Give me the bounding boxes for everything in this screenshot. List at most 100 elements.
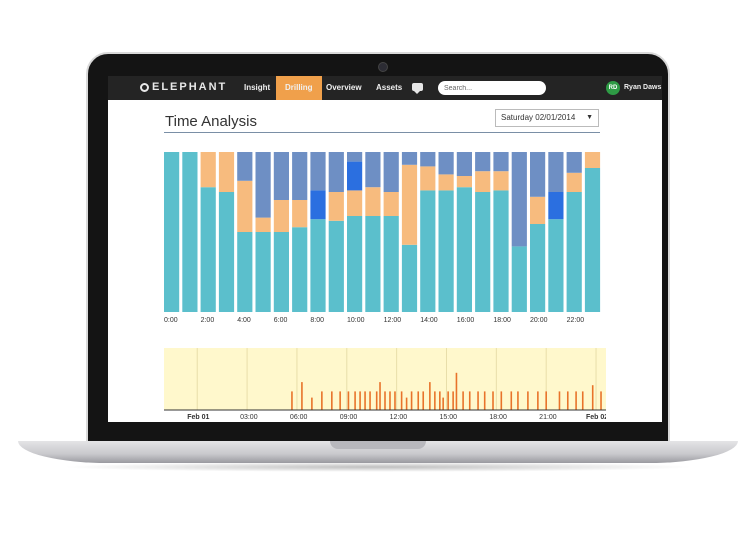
- bar-segment-7:00-s1[interactable]: [292, 200, 308, 228]
- timeline-spike[interactable]: [359, 391, 361, 410]
- timeline-spike[interactable]: [434, 391, 436, 410]
- bar-segment-12:00-s0[interactable]: [383, 216, 399, 312]
- timeline-spike[interactable]: [331, 391, 333, 410]
- bar-segment-10:00-s1[interactable]: [347, 190, 363, 216]
- bar-segment-14:00-s3[interactable]: [420, 152, 436, 167]
- timeline-spike[interactable]: [321, 391, 323, 410]
- bar-segment-11:00-s0[interactable]: [365, 216, 381, 312]
- bar-segment-12:00-s1[interactable]: [383, 192, 399, 216]
- timeline-spike[interactable]: [462, 391, 464, 410]
- search-input[interactable]: [438, 81, 546, 95]
- timeline-spike[interactable]: [429, 382, 431, 410]
- timeline-spike[interactable]: [301, 382, 303, 410]
- timeline-spike[interactable]: [600, 391, 602, 410]
- timeline-spike[interactable]: [500, 391, 503, 410]
- bar-segment-17:00-s0[interactable]: [475, 192, 491, 312]
- bar-segment-3:00-s1[interactable]: [218, 152, 235, 192]
- bar-segment-13:00-s1[interactable]: [401, 164, 418, 245]
- bar-segment-21:00-s3[interactable]: [548, 152, 564, 192]
- timeline-spike[interactable]: [379, 382, 381, 410]
- bar-segment-17:00-s1[interactable]: [475, 171, 491, 192]
- bar-segment-3:00-s0[interactable]: [218, 192, 235, 312]
- timeline-spike[interactable]: [400, 391, 403, 410]
- nav-item-insight[interactable]: Insight: [244, 83, 271, 92]
- bar-segment-6:00-s0[interactable]: [273, 232, 289, 312]
- avatar[interactable]: RD: [606, 81, 620, 95]
- timeline-spike[interactable]: [527, 391, 529, 410]
- bar-segment-11:00-s3[interactable]: [365, 152, 381, 188]
- timeline-spike[interactable]: [537, 391, 539, 410]
- bar-segment-13:00-s3[interactable]: [401, 152, 418, 165]
- bar-segment-16:00-s1[interactable]: [456, 176, 472, 188]
- bar-segment-20:00-s0[interactable]: [530, 224, 546, 312]
- bar-segment-21:00-s0[interactable]: [548, 219, 564, 312]
- timeline-spike[interactable]: [364, 391, 366, 410]
- bar-segment-9:00-s0[interactable]: [328, 220, 344, 312]
- timeline-spike[interactable]: [339, 391, 341, 410]
- bar-segment-6:00-s1[interactable]: [273, 200, 289, 232]
- timeline-spike[interactable]: [455, 372, 458, 410]
- bar-segment-1:00-s0[interactable]: [182, 152, 198, 312]
- bar-segment-4:00-s1[interactable]: [237, 180, 253, 232]
- timeline-spike[interactable]: [447, 391, 449, 410]
- bar-segment-20:00-s1[interactable]: [530, 196, 546, 224]
- timeline-spike[interactable]: [477, 391, 479, 410]
- bar-segment-11:00-s1[interactable]: [365, 187, 381, 216]
- timeline-spike[interactable]: [439, 391, 441, 410]
- timeline-spike[interactable]: [369, 391, 371, 410]
- bar-segment-2:00-s0[interactable]: [200, 187, 216, 312]
- bar-segment-9:00-s1[interactable]: [328, 192, 344, 221]
- nav-item-assets[interactable]: Assets: [376, 83, 403, 92]
- bar-segment-17:00-s3[interactable]: [475, 152, 491, 172]
- bar-segment-5:00-s0[interactable]: [255, 232, 271, 312]
- bar-segment-23:00-s1[interactable]: [584, 152, 601, 168]
- timeline-spike[interactable]: [311, 397, 313, 410]
- nav-item-drilling[interactable]: Drilling: [276, 76, 322, 100]
- bar-segment-18:00-s0[interactable]: [493, 190, 509, 312]
- bar-segment-4:00-s0[interactable]: [237, 232, 253, 312]
- timeline-spike[interactable]: [591, 385, 594, 410]
- bar-segment-19:00-s3[interactable]: [511, 152, 527, 247]
- timeline-spike[interactable]: [517, 391, 519, 410]
- bar-segment-14:00-s0[interactable]: [420, 190, 436, 312]
- bar-segment-15:00-s0[interactable]: [438, 190, 454, 312]
- timeline-spike[interactable]: [347, 391, 350, 410]
- date-select[interactable]: Saturday 02/01/2014 ▼: [495, 109, 599, 127]
- bar-segment-18:00-s3[interactable]: [493, 152, 509, 172]
- timeline-spike[interactable]: [468, 391, 471, 410]
- bar-segment-9:00-s3[interactable]: [328, 152, 344, 192]
- timeline-spike[interactable]: [417, 391, 420, 410]
- nav-item-overview[interactable]: Overview: [326, 83, 362, 92]
- bar-segment-23:00-s0[interactable]: [584, 168, 601, 312]
- timeline-spike[interactable]: [410, 391, 413, 410]
- bar-segment-19:00-s0[interactable]: [511, 246, 527, 312]
- bar-segment-0:00-s0[interactable]: [164, 152, 180, 312]
- timeline-spike[interactable]: [581, 391, 584, 410]
- timeline-spike[interactable]: [492, 391, 494, 410]
- bar-segment-2:00-s1[interactable]: [200, 152, 216, 188]
- timeline-spike[interactable]: [545, 391, 547, 410]
- timeline-spike[interactable]: [405, 397, 408, 410]
- timeline-spike[interactable]: [354, 391, 356, 410]
- bar-segment-22:00-s1[interactable]: [566, 172, 582, 192]
- timeline-spike[interactable]: [394, 391, 396, 410]
- bar-segment-15:00-s1[interactable]: [438, 174, 454, 191]
- bar-segment-16:00-s3[interactable]: [456, 152, 472, 176]
- timeline-spike[interactable]: [452, 391, 454, 410]
- bar-segment-5:00-s1[interactable]: [255, 217, 271, 232]
- bar-segment-21:00-s2[interactable]: [548, 192, 564, 220]
- bar-segment-8:00-s3[interactable]: [310, 152, 326, 191]
- bar-segment-14:00-s1[interactable]: [420, 166, 436, 191]
- bar-segment-7:00-s3[interactable]: [292, 152, 308, 200]
- timeline-spike[interactable]: [575, 391, 577, 410]
- timeline-spike[interactable]: [442, 397, 444, 410]
- timeline-spike[interactable]: [483, 391, 486, 410]
- timeline-spike[interactable]: [422, 391, 425, 410]
- timeline-spike[interactable]: [291, 391, 293, 410]
- bar-segment-10:00-s2[interactable]: [347, 161, 363, 191]
- timeline-spike[interactable]: [389, 391, 391, 410]
- bar-segment-6:00-s3[interactable]: [273, 152, 289, 200]
- bar-segment-22:00-s0[interactable]: [566, 192, 582, 312]
- bar-segment-10:00-s0[interactable]: [347, 216, 363, 312]
- bar-segment-12:00-s3[interactable]: [383, 152, 399, 192]
